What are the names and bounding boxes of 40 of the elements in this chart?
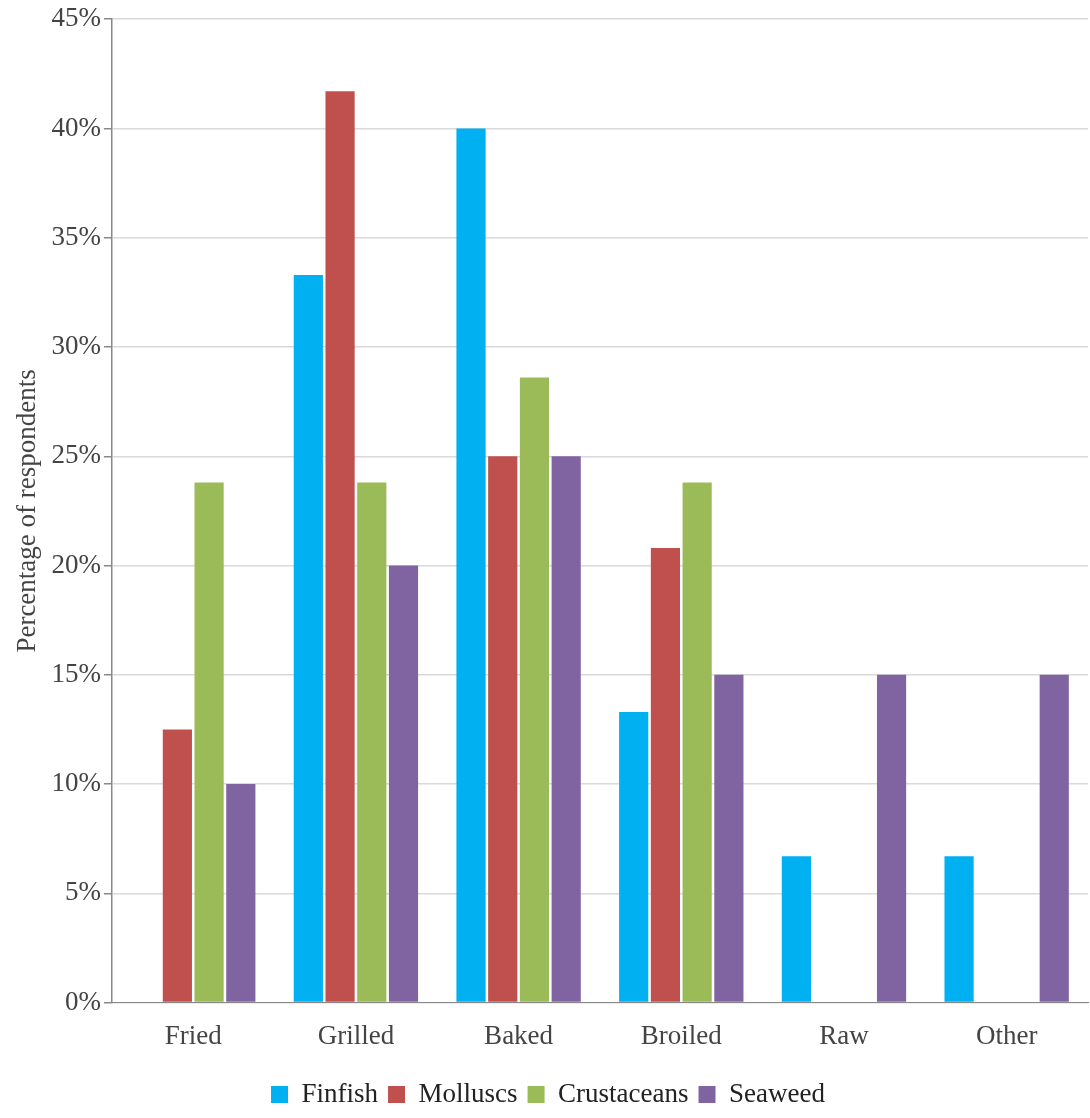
y-tick-label: 0% — [64, 985, 101, 1016]
bar — [488, 456, 518, 1002]
bar — [194, 482, 224, 1002]
y-tick-label: 25% — [51, 439, 101, 470]
bar — [714, 674, 744, 1002]
bar — [650, 548, 681, 1002]
bar — [293, 274, 323, 1002]
x-tick-label: Other — [975, 1019, 1038, 1050]
bar — [781, 856, 811, 1002]
x-tick-label: Baked — [484, 1019, 554, 1050]
legend-label: Seaweed — [729, 1077, 826, 1108]
legend-label: Crustaceans — [558, 1077, 689, 1108]
bar — [519, 377, 550, 1002]
y-tick-label: 40% — [51, 111, 101, 142]
legend-label: Molluscs — [418, 1077, 518, 1108]
bar — [551, 456, 581, 1002]
bar — [388, 565, 419, 1002]
bar — [682, 482, 712, 1002]
x-tick-label: Fried — [164, 1019, 223, 1050]
x-tick-label: Broiled — [640, 1019, 723, 1050]
y-tick-label: 20% — [51, 548, 101, 579]
y-tick-label: 15% — [51, 657, 101, 688]
bar — [162, 729, 192, 1002]
y-tick-label: 5% — [64, 876, 101, 907]
x-tick-label: Raw — [819, 1019, 870, 1050]
bar — [325, 91, 355, 1002]
y-tick-label: 35% — [51, 220, 101, 251]
y-tick-label: 30% — [51, 330, 101, 361]
y-tick-label: 10% — [51, 767, 101, 798]
bar — [357, 482, 387, 1002]
y-axis-title: Percentage of respondents — [11, 369, 42, 653]
bar — [226, 784, 256, 1002]
bar — [876, 674, 907, 1002]
legend-label: Finfish — [301, 1077, 379, 1108]
bar — [619, 711, 649, 1002]
bar — [944, 856, 974, 1002]
bar — [1039, 674, 1069, 1002]
y-tick-label: 45% — [51, 2, 101, 33]
x-tick-label: Grilled — [317, 1019, 395, 1050]
bar — [456, 128, 486, 1002]
